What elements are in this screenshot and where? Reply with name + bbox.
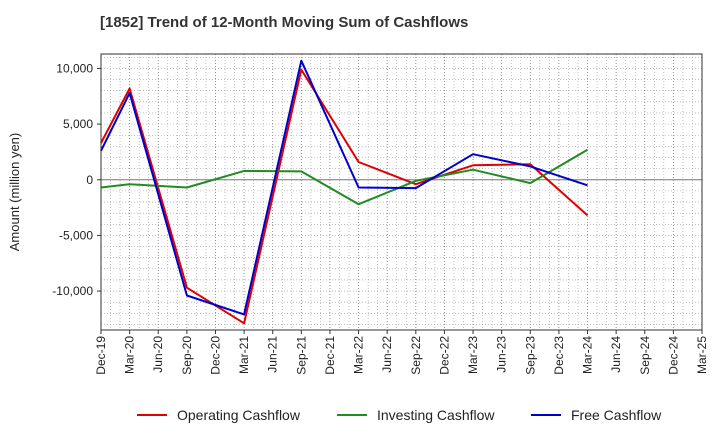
legend-item-investing: Investing Cashflow [337, 404, 495, 426]
x-tick-label: Dec-23 [552, 336, 566, 375]
axis-layer: 10,000 5,000 0 -5,000 -10,000 Dec-19 Mar-20 Jun… [52, 53, 709, 375]
x-tick-label: Mar-20 [123, 336, 137, 374]
x-tick-label: Jun-23 [495, 336, 509, 373]
x-tick-label: Jun-24 [609, 336, 623, 373]
y-tick-label: -5,000 [59, 228, 93, 242]
legend: Operating Cashflow Investing Cashflow Fr… [0, 404, 720, 426]
y-axis-label: Amount (million yen) [7, 133, 22, 252]
x-tick-label: Jun-20 [151, 336, 165, 373]
x-tick-label: Sep-23 [523, 336, 537, 375]
x-tick-label: Sep-20 [180, 336, 194, 375]
y-tick-label: 10,000 [56, 61, 93, 75]
legend-label-free: Free Cashflow [571, 407, 662, 423]
y-tick-label: -10,000 [52, 284, 93, 298]
legend-item-operating: Operating Cashflow [137, 404, 300, 426]
x-tick-label: Jun-21 [266, 336, 280, 373]
plot-area [101, 54, 702, 330]
legend-label-investing: Investing Cashflow [377, 407, 495, 423]
x-tick-label: Dec-21 [323, 336, 337, 375]
legend-swatch-free [531, 414, 561, 416]
x-tick-label: Dec-24 [666, 336, 680, 375]
grid-layer [100, 54, 703, 330]
x-tick-label: Mar-24 [581, 336, 595, 374]
x-tick-label: Sep-24 [638, 336, 652, 375]
y-tick-label: 0 [86, 173, 93, 187]
series-line-operating-cashflow [100, 68, 589, 325]
x-tick-label: Sep-21 [294, 336, 308, 375]
series-layer [100, 59, 589, 325]
legend-label-operating: Operating Cashflow [177, 407, 300, 423]
x-tick-label: Jun-22 [380, 336, 394, 373]
x-tick-label: Dec-19 [94, 336, 108, 375]
legend-swatch-operating [137, 414, 167, 416]
x-tick-label: Dec-22 [437, 336, 451, 375]
legend-item-free: Free Cashflow [531, 404, 661, 426]
y-tick-label: 5,000 [63, 117, 93, 131]
x-tick-label: Sep-22 [409, 336, 423, 375]
plot-border [100, 53, 703, 331]
x-tick-label: Dec-20 [208, 336, 222, 375]
x-tick-label: Mar-21 [237, 336, 251, 374]
series-line-free-cashflow [100, 59, 588, 316]
chart-title: [1852] Trend of 12-Month Moving Sum of C… [100, 14, 469, 31]
x-tick-label: Mar-22 [352, 336, 366, 374]
series-line-investing-cashflow [100, 148, 589, 206]
x-tick-label: Mar-25 [695, 336, 709, 374]
legend-swatch-investing [337, 414, 367, 416]
x-tick-label: Mar-23 [466, 336, 480, 374]
